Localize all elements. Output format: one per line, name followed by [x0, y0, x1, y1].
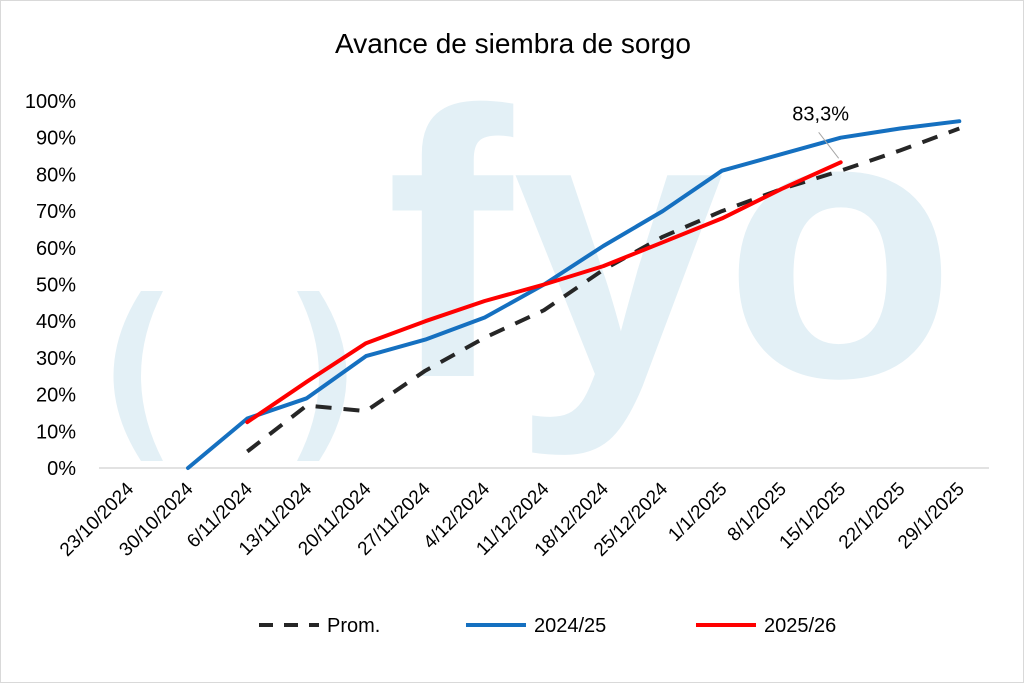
- watermark-text: fyo: [386, 32, 956, 459]
- y-tick-label: 60%: [36, 238, 76, 260]
- legend-label: Prom.: [327, 615, 380, 637]
- series-line-2024-25: [186, 119, 962, 470]
- y-tick-label: 100%: [25, 91, 76, 113]
- y-axis: 0% 10% 20% 30% 40% 50% 60% 70% 80% 90% 100%: [25, 91, 76, 480]
- y-tick-label: 70%: [36, 201, 76, 223]
- y-tick-label: 0%: [47, 458, 76, 480]
- legend: Prom. 2024/25 2025/26: [259, 615, 836, 637]
- y-tick-label: 10%: [36, 421, 76, 443]
- y-tick-label: 20%: [36, 385, 76, 407]
- y-tick-label: 30%: [36, 348, 76, 370]
- x-axis: 23/10/202430/10/20246/11/202413/11/20242…: [56, 478, 969, 560]
- y-tick-label: 40%: [36, 311, 76, 333]
- data-label-leader: [818, 131, 840, 159]
- legend-label: 2025/26: [764, 615, 836, 637]
- chart-title: Avance de siembra de sorgo: [335, 28, 691, 59]
- x-tick-label: 1/1/2025: [664, 479, 731, 546]
- series-layer: [186, 119, 962, 470]
- annotation-layer: 83,3%: [792, 103, 849, 159]
- data-label: 83,3%: [792, 103, 849, 125]
- legend-label: 2024/25: [534, 615, 606, 637]
- y-tick-label: 80%: [36, 164, 76, 186]
- series-line-2025-26: [245, 160, 843, 425]
- y-tick-label: 50%: [36, 275, 76, 297]
- y-tick-label: 90%: [36, 128, 76, 150]
- fyo-logo-watermark: fyo: [113, 32, 956, 461]
